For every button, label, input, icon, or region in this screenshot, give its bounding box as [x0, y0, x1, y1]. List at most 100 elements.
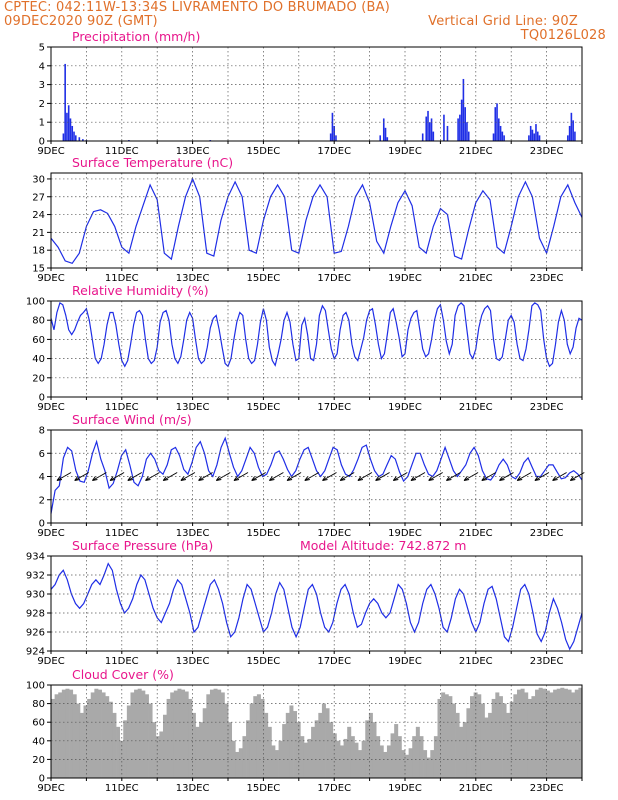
precip-bar	[329, 133, 332, 141]
y-tick-label: 5	[39, 43, 45, 54]
cloud-bar	[506, 712, 511, 778]
cloud-bar	[405, 754, 410, 778]
cloud-bar	[495, 692, 500, 778]
precip-bar	[464, 107, 466, 141]
y-tick-label: 924	[26, 647, 45, 658]
wind-arrow-head	[428, 476, 434, 481]
precip-bar	[428, 122, 431, 141]
cloud-bar	[509, 701, 514, 778]
cloud-bar	[383, 751, 388, 778]
wind-arrow-head	[127, 476, 133, 481]
wind-arrow-shaft	[534, 472, 550, 481]
precip-bar	[567, 135, 569, 141]
cloud-bar	[520, 688, 525, 778]
precip-bar	[574, 131, 576, 141]
model-altitude: Model Altitude: 742.872 m	[300, 538, 466, 553]
cloud-bar	[462, 722, 467, 778]
wind-arrow-head	[481, 476, 487, 481]
cloud-bar	[152, 722, 157, 778]
cloud-bar	[365, 720, 370, 778]
precip-bar	[501, 131, 504, 141]
cloud-bar	[285, 712, 290, 778]
cloud-bar	[412, 736, 417, 778]
x-tick-label: 11DEC	[105, 528, 139, 539]
cloud-bar	[242, 736, 247, 778]
wind-arrow	[127, 472, 143, 481]
cloud-bar	[488, 712, 493, 778]
wind-arrow	[109, 472, 125, 481]
y-tick-label: 100	[26, 681, 45, 692]
wind-arrow	[499, 472, 514, 481]
cloud-bar	[267, 726, 272, 778]
y-tick-label: 6	[39, 449, 45, 460]
cloud-bar	[448, 696, 453, 778]
x-tick-label: 21DEC	[459, 273, 493, 284]
x-tick-label: 9DEC	[37, 402, 64, 413]
y-tick-label: 8	[39, 426, 45, 437]
cloud-bar	[473, 692, 478, 778]
cloud-bar	[325, 708, 330, 778]
cloud-bar	[177, 688, 182, 778]
wind-arrow-head	[516, 476, 523, 481]
y-tick-label: 20	[32, 373, 45, 384]
y-tick-label: 40	[32, 354, 45, 365]
cloud-bar	[563, 688, 568, 778]
precip-bar	[74, 135, 77, 141]
cloud-bar	[79, 712, 84, 778]
cloud-bar	[116, 726, 121, 778]
precip-bar	[459, 114, 461, 141]
model-code: TQ0126L028	[520, 28, 606, 43]
precip-bar	[421, 133, 424, 141]
plot-frame	[50, 172, 583, 269]
precip-bar	[494, 107, 497, 141]
cloud-bar	[112, 712, 117, 778]
wind-arrow-shaft	[198, 472, 213, 481]
precip-bar	[467, 131, 470, 141]
cloud-bar	[484, 717, 489, 778]
cloud-bar	[343, 738, 348, 778]
cloud-bar	[535, 689, 540, 778]
cloud-bar	[191, 712, 196, 778]
cloud-bar	[426, 757, 431, 778]
cloud-bar	[444, 694, 449, 778]
cloud-bar	[61, 689, 66, 778]
x-tick-label: 21DEC	[459, 402, 493, 413]
precip-bar	[427, 110, 429, 141]
cloud-bar	[217, 689, 222, 778]
wind-arrow-head	[304, 476, 310, 481]
x-tick-label: 13DEC	[176, 146, 210, 157]
cloud-bar	[347, 726, 352, 778]
cloud-bar	[354, 742, 359, 778]
forecast-date: 09DEC2020 90Z (GMT)	[4, 14, 158, 29]
cloud-bar	[76, 703, 81, 778]
wind-arrow-head	[463, 476, 470, 481]
y-tick-label: 60	[32, 335, 45, 346]
precip-bar	[382, 118, 385, 141]
y-tick-label: 3	[39, 80, 45, 91]
plot-frame	[50, 555, 583, 652]
x-tick-label: 23DEC	[530, 146, 564, 157]
wind-arrow-head	[322, 476, 328, 481]
cloud-bar	[437, 698, 442, 778]
y-tick-label: 0	[39, 137, 45, 148]
cloud-bar	[134, 689, 139, 778]
cloud-bar	[130, 692, 135, 778]
cloud-bar	[101, 692, 106, 778]
cloud-bar	[69, 689, 74, 778]
precip-bar	[531, 129, 534, 141]
plot-frame	[50, 684, 583, 779]
cloud-bar	[480, 703, 485, 778]
cloud-bar	[542, 688, 547, 778]
cloud-bar	[502, 703, 507, 778]
x-tick-label: 19DEC	[388, 273, 422, 284]
wind-arrow-head	[499, 476, 505, 481]
x-tick-label: 15DEC	[247, 528, 281, 539]
x-tick-label: 13DEC	[176, 783, 210, 794]
cloud-bar	[397, 736, 402, 778]
cloud-bar	[419, 736, 424, 778]
cloud-bar	[336, 740, 341, 778]
panel-title: Precipitation (mm/h)	[72, 29, 200, 44]
wind-arrow-head	[375, 476, 381, 481]
series-line-1	[50, 177, 583, 265]
y-tick-label: 60	[32, 718, 45, 729]
